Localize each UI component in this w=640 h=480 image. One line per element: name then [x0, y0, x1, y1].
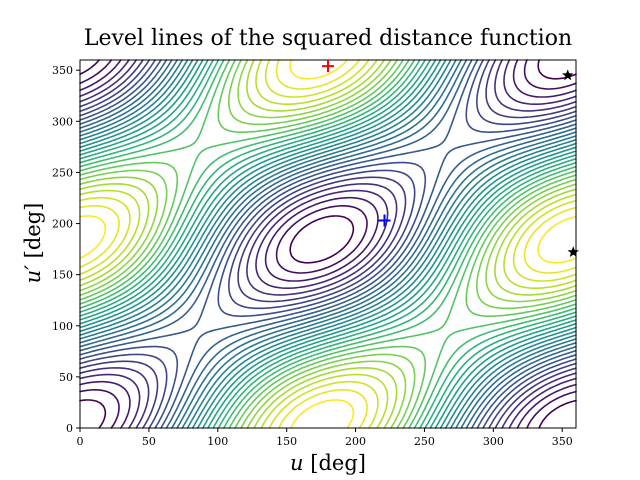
x-tick-label: 0: [77, 435, 84, 448]
x-axis-ticks: 0 50 100 150 200 250 300 350: [77, 428, 573, 448]
contour-level-17: [79, 59, 577, 429]
contour-level-18: [79, 59, 577, 429]
plot-frame: [79, 59, 577, 429]
contour-level-22: [79, 59, 577, 429]
contour-level-3: [79, 59, 577, 429]
contour-level-8: [79, 59, 577, 429]
contour-level-16: [79, 59, 577, 429]
contour-level-24: [79, 59, 577, 429]
contour-level-14: [79, 59, 577, 429]
contour-level-21: [79, 59, 577, 429]
contour-level-10: [79, 59, 577, 429]
x-axis-label: u [deg]: [290, 451, 366, 475]
contour-level-15: [79, 59, 577, 429]
blue-plus-marker: [378, 214, 391, 227]
contour-level-2: [79, 59, 577, 429]
contour-level-4: [79, 59, 577, 429]
x-tick-label: 350: [552, 435, 573, 448]
contour-level-9: [79, 59, 577, 429]
x-tick-label: 250: [414, 435, 435, 448]
x-tick-label: 150: [276, 435, 297, 448]
x-tick-label: 50: [142, 435, 156, 448]
markers: [322, 60, 579, 258]
y-tick-label: 0: [66, 422, 73, 435]
contour-level-30: [79, 59, 577, 429]
x-tick-label: 300: [483, 435, 504, 448]
x-tick-label: 200: [345, 435, 366, 448]
y-tick-label: 50: [59, 371, 73, 384]
y-tick-label: 300: [52, 115, 73, 128]
star-lower-marker: [567, 246, 579, 258]
contour-level-26: [79, 59, 577, 429]
chart-title: Level lines of the squared distance func…: [83, 26, 573, 51]
y-tick-label: 100: [52, 320, 73, 333]
contour-level-11: [79, 59, 577, 429]
y-axis-label: u′ [deg]: [21, 202, 45, 284]
contour-lines: [79, 59, 577, 429]
x-tick-label: 100: [207, 435, 228, 448]
contour-level-19: [79, 59, 577, 429]
y-tick-label: 350: [52, 64, 73, 77]
contour-level-6: [79, 59, 577, 429]
y-tick-label: 150: [52, 269, 73, 282]
y-tick-label: 200: [52, 218, 73, 231]
contour-level-28: [79, 59, 577, 429]
y-tick-label: 250: [52, 166, 73, 179]
y-axis-ticks: 0 50 100 150 200 250 300 350: [52, 64, 80, 435]
contour-level-25: [79, 59, 577, 429]
contour-level-29: [79, 59, 577, 429]
contour-level-12: [79, 59, 577, 429]
red-plus-marker: [322, 60, 334, 73]
star-upper-marker: [562, 69, 574, 81]
